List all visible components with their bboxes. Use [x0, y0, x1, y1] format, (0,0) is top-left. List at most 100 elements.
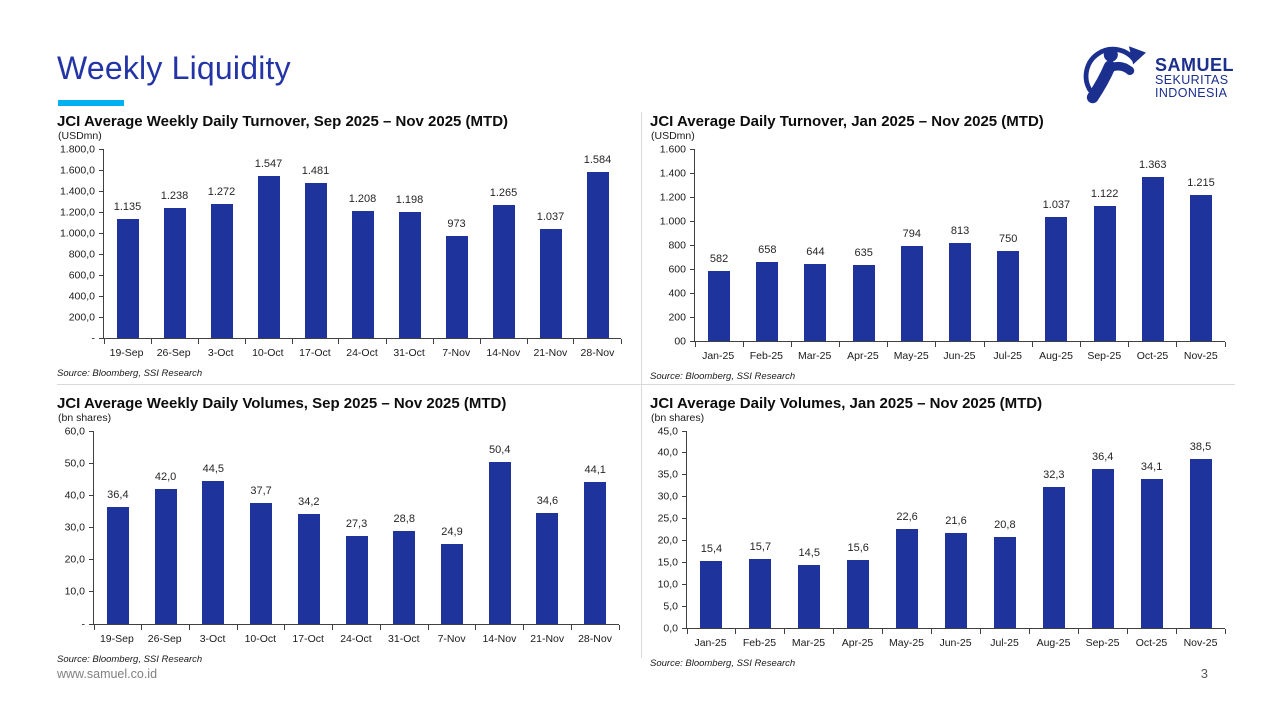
y-tick-mark: [682, 561, 686, 563]
bar-value-label: 34,2: [298, 496, 320, 508]
x-tick-mark: [1175, 629, 1177, 634]
x-tick-mark: [141, 625, 143, 630]
x-tick-mark: [475, 625, 477, 630]
y-tick-label: 45,0: [657, 424, 678, 437]
bar-value-label: 582: [709, 253, 729, 266]
x-category-label: 19-Sep: [109, 347, 144, 359]
website-link[interactable]: www.samuel.co.id: [57, 667, 158, 681]
bar-series: 582 658 644 635 794 813 750 1.037 1.122 1.363 1.21…: [695, 149, 1225, 341]
bar-value-label: 34,6: [536, 494, 559, 507]
chart-unit-label: (USDmn): [651, 130, 695, 142]
x-category-label: Jul-25: [990, 637, 1019, 649]
y-tick-mark: [682, 496, 686, 498]
bar: [163, 208, 186, 338]
x-axis-labels: 19-Sep 26-Sep 3-Oct 10-Oct 17-Oct 24-Oct 31-Oc…: [103, 347, 621, 359]
bar-value-label: 750: [999, 233, 1018, 245]
bar-slot: 28,8: [380, 431, 428, 624]
bar-slot: 15,6: [834, 431, 883, 628]
x-category-label: 17-Oct: [299, 347, 331, 359]
bar-value-label: 36,4: [107, 488, 129, 501]
x-tick-mark: [1128, 342, 1130, 347]
y-tick-mark: [89, 430, 93, 432]
x-tick-mark: [432, 339, 434, 344]
x-category-label: 3-Oct: [207, 347, 234, 359]
bar-slot: 1.122: [1081, 149, 1129, 341]
x-tick-mark: [338, 339, 340, 344]
source-note: Source: Bloomberg, SSI Research: [57, 654, 203, 665]
chart-unit-label: (bn shares): [651, 412, 705, 424]
bar-slot: 1.037: [527, 149, 574, 338]
x-tick-mark: [570, 625, 572, 630]
y-tick-mark: [99, 190, 103, 192]
x-category-label: Sep-25: [1085, 637, 1120, 649]
bar-value-label: 24,9: [441, 525, 463, 538]
x-category-label: Feb-25: [742, 637, 777, 649]
y-tick-label: 5,0: [663, 599, 678, 612]
x-category-label: 19-Sep: [99, 633, 134, 645]
title-underline: [58, 100, 124, 106]
bar-value-label: 1.265: [489, 187, 518, 200]
bar-slot: 1.208: [339, 149, 386, 338]
bar-slot: 14,5: [785, 431, 834, 628]
bar-plot: 60,0 50,0 40,0 30,0 20,0 10,0 - 36,4 42,0 44,5 37,…: [65, 426, 620, 630]
x-category-label: Apr-25: [841, 637, 874, 649]
x-category-label: 26-Sep: [147, 633, 182, 645]
y-tick-label: 10,0: [64, 585, 85, 598]
y-tick-label: 600,0: [68, 268, 95, 281]
bar-value-label: 27,3: [345, 518, 368, 531]
bar-series: 36,4 42,0 44,5 37,7 34,2 27,3 28,8 24,9 50,4 34,6…: [94, 431, 619, 624]
x-tick-mark: [935, 342, 937, 347]
bar-slot: 1.265: [480, 149, 527, 338]
y-tick-label: 800: [668, 238, 686, 251]
bar-value-label: 28,8: [393, 513, 415, 526]
bar-slot: 44,5: [189, 431, 237, 624]
x-tick-mark: [197, 339, 199, 344]
bar-value-label: 635: [854, 246, 873, 259]
y-tick-mark: [99, 211, 103, 213]
bar-slot: 24,9: [428, 431, 476, 624]
y-tick-label: 1.000: [659, 214, 686, 227]
company-logo: SAMUEL SEKURITAS INDONESIA: [1079, 42, 1234, 113]
x-category-label: Jan-25: [702, 350, 735, 362]
bar: [441, 543, 463, 624]
bar: [1091, 468, 1114, 628]
y-tick-mark: [690, 172, 694, 174]
x-tick-mark: [839, 342, 841, 347]
bar-slot: 38,5: [1176, 431, 1225, 628]
bar-value-label: 1.135: [113, 200, 142, 213]
x-category-label: 7-Nov: [442, 347, 471, 359]
logo-line-indonesia: INDONESIA: [1155, 85, 1228, 100]
bar-value-label: 32,3: [1043, 468, 1065, 481]
bar-value-label: 44,5: [202, 462, 225, 475]
y-tick-label: -: [91, 331, 96, 344]
bar-value-label: 1.547: [254, 157, 283, 170]
x-tick-mark: [887, 342, 889, 347]
bar-value-label: 36,4: [1091, 450, 1114, 463]
bar: [896, 529, 919, 628]
y-tick-label: 35,0: [657, 468, 678, 481]
x-tick-mark: [385, 339, 387, 344]
y-tick-label: 1.400: [659, 166, 686, 179]
bar: [1042, 486, 1065, 628]
x-tick-mark: [1176, 342, 1178, 347]
chart-weekly-volumes: JCI Average Weekly Daily Volumes, Sep 20…: [57, 395, 635, 665]
y-tick-label: 800,0: [68, 247, 95, 260]
bar: [393, 531, 416, 624]
bar-slot: 37,7: [237, 431, 285, 624]
bar: [210, 204, 233, 338]
chart-monthly-turnover: JCI Average Daily Turnover, Jan 2025 – N…: [650, 113, 1230, 382]
bar-slot: 34,1: [1127, 431, 1176, 628]
bar-slot: 44,1: [571, 431, 619, 624]
x-category-label: Jun-25: [943, 350, 976, 362]
bar-value-label: 50,4: [489, 443, 511, 456]
bar-slot: 34,6: [524, 431, 572, 624]
y-tick-label: 0,0: [663, 621, 678, 634]
bar-slot: 42,0: [142, 431, 190, 624]
x-tick-mark: [1079, 342, 1081, 347]
x-axis-labels: 19-Sep 26-Sep 3-Oct 10-Oct 17-Oct 24-Oct 31-Oc…: [93, 633, 619, 645]
bar: [708, 271, 731, 341]
x-tick-mark: [790, 342, 792, 347]
bar-slot: 50,4: [476, 431, 524, 624]
bar-value-label: 1.272: [207, 186, 236, 199]
